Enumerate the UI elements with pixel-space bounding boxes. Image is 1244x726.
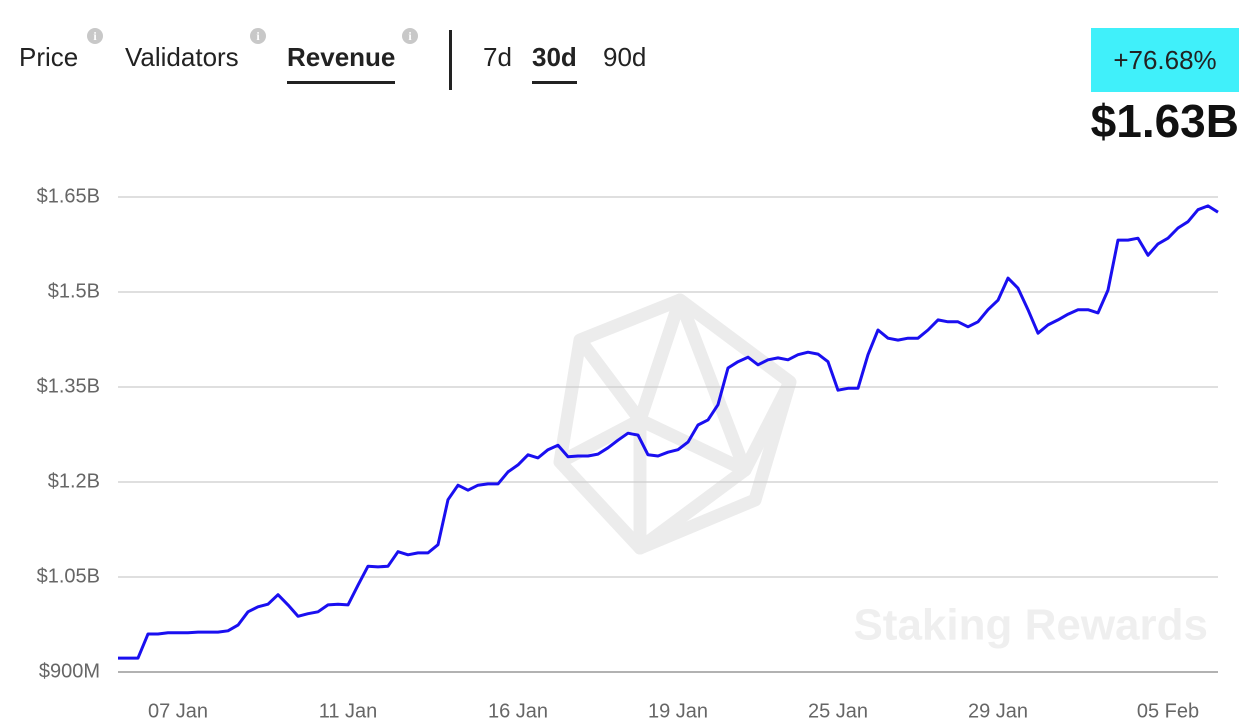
period[interactable]: 90d (603, 42, 647, 72)
y-tick-label: $900M (39, 660, 100, 682)
separator (449, 30, 452, 90)
x-tick-label: 29 Jan (968, 700, 1028, 722)
info-icon[interactable]: i (402, 28, 418, 44)
y-tick-label: $1.65B (37, 185, 100, 207)
watermark: Staking Rewards (853, 601, 1208, 650)
info-icon[interactable]: i (250, 28, 266, 44)
tab[interactable]: Price (19, 42, 79, 72)
period[interactable]: 7d (483, 42, 512, 72)
watermark-logo (553, 293, 797, 555)
change-badge: +76.68% (1091, 28, 1239, 92)
y-tick-label: $1.5B (48, 280, 100, 302)
y-tick-label: $1.05B (37, 565, 100, 587)
x-tick-label: 19 Jan (648, 700, 708, 722)
period[interactable]: 30d (532, 42, 577, 84)
line (118, 204, 1219, 660)
x-tick-label: 11 Jan (319, 700, 378, 722)
x-tick-label: 05 Feb (1137, 700, 1199, 722)
info-icon[interactable]: i (87, 28, 103, 44)
x-tick-label: 07 Jan (148, 700, 208, 722)
y-tick-label: $1.2B (48, 470, 100, 492)
tab[interactable]: Validators (125, 42, 239, 72)
tab[interactable]: Revenue (287, 42, 396, 84)
x-tick-label: 16 Jan (488, 700, 548, 722)
y-tick-label: $1.35B (37, 375, 100, 397)
current-value: $1.63B (1090, 95, 1239, 147)
x-tick-label: 25 Jan (808, 700, 868, 722)
